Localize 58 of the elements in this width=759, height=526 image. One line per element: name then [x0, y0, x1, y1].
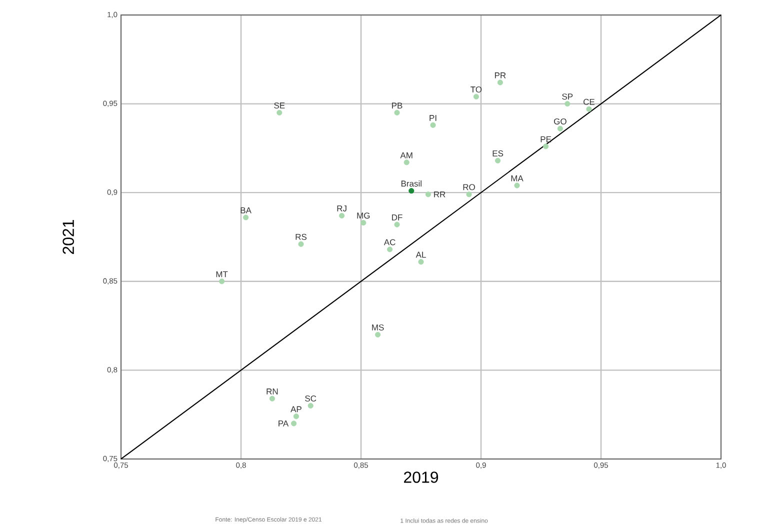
- point: [269, 396, 276, 402]
- point: [298, 241, 304, 247]
- series-label: MT: [216, 271, 228, 278]
- series-label: GO: [554, 118, 566, 124]
- point: [466, 192, 472, 198]
- series-label: AP: [290, 406, 302, 412]
- point: [394, 110, 400, 116]
- series-label: PI: [430, 115, 436, 121]
- series-label: MS: [372, 324, 384, 330]
- point: [495, 158, 501, 164]
- point: [514, 182, 520, 188]
- series-label: PR: [494, 72, 506, 78]
- series-label: PB: [392, 102, 402, 108]
- series-label: MG: [357, 212, 370, 219]
- series-label: PE: [540, 136, 552, 142]
- series-label: Brasil: [401, 180, 422, 187]
- point: [243, 214, 249, 220]
- x-axis-title: 2019: [404, 472, 438, 483]
- point: [543, 144, 549, 150]
- y-axis-title: 2021: [62, 220, 74, 254]
- series-label: BA: [240, 207, 252, 214]
- series-label: SP: [562, 94, 573, 100]
- point: [497, 80, 504, 86]
- point: [430, 122, 436, 128]
- point: [394, 222, 400, 228]
- series-label: RJ: [337, 206, 346, 212]
- point: [564, 100, 570, 107]
- series-label: CE: [584, 98, 595, 105]
- series-label: PA: [278, 420, 289, 426]
- point: [425, 192, 432, 198]
- point: [339, 212, 345, 218]
- point: [557, 126, 564, 132]
- series-label: AL: [416, 252, 426, 258]
- series-label: RS: [296, 234, 307, 240]
- series-label: RR: [434, 191, 446, 198]
- point: [586, 106, 592, 112]
- point: [418, 259, 424, 265]
- series-label: RO: [463, 184, 475, 190]
- series-label: AM: [400, 152, 412, 158]
- point: [308, 402, 314, 409]
- series-label: RN: [266, 388, 278, 394]
- point: [408, 188, 414, 194]
- point: [404, 160, 410, 166]
- series-label: AC: [384, 239, 396, 246]
- point: [219, 278, 225, 284]
- series-label: ES: [492, 150, 504, 156]
- point: [360, 220, 366, 226]
- series-label: TO: [470, 86, 482, 92]
- point: [276, 110, 282, 116]
- point: [387, 246, 393, 252]
- series-label: SC: [305, 395, 316, 402]
- series-label: SE: [274, 102, 285, 108]
- point: [473, 94, 480, 100]
- point: [375, 332, 381, 338]
- point: [291, 420, 297, 426]
- series-label: MA: [511, 175, 524, 182]
- point: [293, 414, 300, 420]
- series-label: DF: [392, 214, 402, 220]
